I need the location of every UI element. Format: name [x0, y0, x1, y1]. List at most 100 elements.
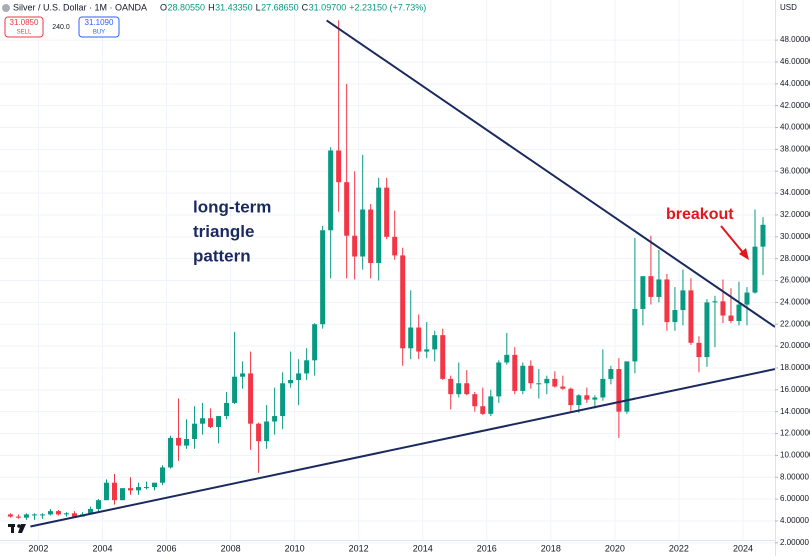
y-tick-label: 18.00000: [780, 363, 810, 372]
candle-body: [376, 187, 382, 264]
sell-box[interactable]: [4, 16, 44, 38]
y-tick-label: 40.00000: [780, 123, 810, 132]
candle-body: [47, 511, 53, 515]
y-tick-label: 4.00000: [780, 516, 809, 525]
candle-body: [688, 290, 694, 343]
candle-body: [208, 418, 214, 427]
candle-body: [7, 514, 13, 517]
sell-button[interactable]: 31.0850 SELL: [4, 16, 44, 38]
sell-label[interactable]: SELL: [17, 30, 32, 36]
candle-body: [103, 482, 109, 501]
buy-box[interactable]: [78, 16, 120, 38]
y-tick-label: 14.00000: [780, 407, 810, 416]
sell-price[interactable]: 31.0850: [10, 18, 39, 27]
annotation-text: triangle: [193, 222, 254, 241]
buy-button[interactable]: 31.1090 BUY: [78, 16, 120, 38]
y-tick-label: 28.00000: [780, 254, 810, 263]
ohlc-label: O: [160, 2, 167, 12]
candle-body: [71, 513, 77, 517]
candle-body: [448, 378, 454, 395]
candle-body: [87, 508, 93, 515]
candle-body: [128, 488, 134, 491]
candle-body: [552, 378, 558, 387]
axes: 2.00000 4.00000 6.00000 8.00000 10.00000 12.0…: [28, 35, 810, 553]
candle-body: [720, 301, 726, 316]
x-tick-label: 2008: [221, 543, 241, 553]
candle-body: [752, 246, 758, 293]
candle-body: [624, 361, 630, 412]
y-tick-label: 38.00000: [780, 145, 810, 154]
candle-body: [296, 373, 302, 380]
x-tick-label: 2024: [733, 543, 753, 553]
candle-body: [168, 437, 174, 468]
candle-body: [680, 290, 686, 311]
x-tick-label: 2020: [605, 543, 625, 553]
candle-body: [216, 416, 222, 427]
candle-body: [496, 362, 502, 397]
ohlc-label: C: [302, 2, 309, 12]
candle-body: [184, 438, 190, 446]
annotation-text: long-term: [193, 197, 271, 216]
candle-body: [440, 335, 446, 379]
y-tick-label: 16.00000: [780, 385, 810, 394]
candle-body: [504, 354, 510, 363]
y-tick-label: 20.00000: [780, 341, 810, 350]
candle-body: [704, 302, 710, 358]
ohlc-label: L: [256, 2, 261, 12]
candle-body: [192, 423, 198, 439]
y-tick-label: 46.00000: [780, 57, 810, 66]
symbol: Silver / U.S. Dollar · 1M · OANDA: [13, 2, 147, 12]
logo-part: [18, 524, 26, 533]
candle-body: [160, 467, 166, 483]
candle-body: [15, 516, 21, 518]
x-tick-label: 2004: [92, 543, 112, 553]
trendline: [326, 19, 776, 328]
candle-body: [592, 397, 598, 400]
arrow-head: [739, 248, 749, 260]
y-tick-label: 22.00000: [780, 319, 810, 328]
candle-body: [136, 487, 142, 491]
candle-body: [248, 373, 254, 424]
candle-body: [488, 396, 494, 414]
candle-body: [512, 354, 518, 391]
candle-body: [368, 209, 374, 264]
logo-part: [11, 524, 14, 533]
candle-body: [640, 276, 646, 309]
x-tick-label: 2016: [477, 543, 497, 553]
x-tick-label: 2022: [669, 543, 689, 553]
candle-body: [256, 423, 262, 442]
grid: [0, 0, 775, 544]
candle-body: [648, 276, 654, 297]
candle-body: [176, 437, 182, 446]
candle-body: [728, 315, 734, 321]
y-tick-label: 26.00000: [780, 276, 810, 285]
candle-body: [560, 386, 566, 389]
x-tick-label: 2014: [413, 543, 433, 553]
annotation-text: breakout: [666, 206, 734, 223]
buy-label[interactable]: BUY: [93, 30, 105, 36]
candle-body: [111, 482, 117, 501]
candle-body: [520, 365, 526, 391]
currency[interactable]: USD: [780, 3, 797, 12]
trendline: [30, 368, 776, 528]
candle-body: [696, 342, 702, 358]
ohlc-label: H: [208, 2, 215, 12]
candle-body: [320, 230, 326, 325]
candle-body: [528, 365, 534, 384]
candle-body: [39, 514, 45, 516]
y-tick-label: 42.00000: [780, 101, 810, 110]
ohlc-value: 31.09700: [309, 2, 347, 12]
logo-part: [17, 524, 21, 528]
candle-body: [95, 500, 101, 509]
buy-price[interactable]: 31.1090: [85, 18, 114, 27]
candles: [7, 20, 766, 520]
candle-body: [608, 369, 614, 379]
candle-body: [232, 376, 238, 403]
candle-body: [408, 327, 414, 349]
y-tick-label: 6.00000: [780, 494, 809, 503]
candle-body: [744, 292, 750, 305]
candle-body: [632, 308, 638, 362]
y-tick-label: 2.00000: [780, 538, 809, 547]
annotations: long-term triangle pattern breakout: [193, 197, 734, 265]
